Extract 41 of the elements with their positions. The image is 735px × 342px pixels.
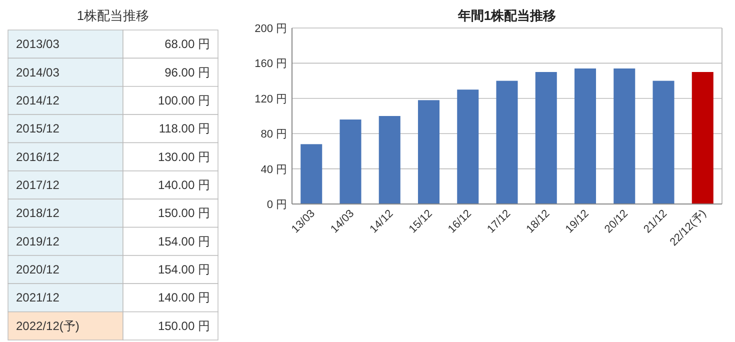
text: 2016/12 xyxy=(16,150,60,164)
bar xyxy=(496,80,518,204)
text: 2021/12 xyxy=(16,290,60,305)
y-tick-label: 0 円 xyxy=(266,199,287,211)
bar xyxy=(692,72,714,204)
text: 2015/12 xyxy=(16,122,60,136)
text: 140.00 円 xyxy=(158,290,210,305)
bar xyxy=(652,80,674,204)
y-tick-label: 200 円 xyxy=(254,23,287,35)
text: 2013/03 xyxy=(16,37,60,52)
bar xyxy=(574,68,596,204)
text: 2019/12 xyxy=(16,234,60,248)
bar xyxy=(457,90,479,204)
text: 130.00 円 xyxy=(158,150,210,164)
bar xyxy=(340,120,362,204)
bar xyxy=(535,72,557,204)
chart-title: 年間1株配当推移 xyxy=(456,8,556,23)
text: 1株配当推移 xyxy=(76,8,150,23)
text: 140.00 円 xyxy=(158,178,210,192)
text: 2022/12(予) xyxy=(16,318,80,333)
y-tick-label: 40 円 xyxy=(260,164,287,176)
text: 2020/12 xyxy=(16,262,60,277)
bar xyxy=(300,144,322,204)
text: 154.00 円 xyxy=(158,262,210,277)
text: 96.00 円 xyxy=(164,65,210,80)
bar xyxy=(378,116,400,204)
text: 100.00 円 xyxy=(158,93,210,108)
text: 150.00 円 xyxy=(158,206,210,220)
y-tick-label: 120 円 xyxy=(254,93,287,106)
y-tick-label: 160 円 xyxy=(254,58,287,70)
bar xyxy=(614,68,636,204)
text: 2017/12 xyxy=(16,178,60,192)
text: 2018/12 xyxy=(16,206,60,220)
text: 2014/03 xyxy=(16,65,60,80)
text: 2014/12 xyxy=(16,93,60,108)
y-tick-label: 80 円 xyxy=(260,128,287,141)
text: 154.00 円 xyxy=(158,234,210,248)
text: 118.00 円 xyxy=(158,122,210,136)
text: 150.00 円 xyxy=(158,318,210,333)
bar xyxy=(418,100,440,204)
text: 68.00 円 xyxy=(164,37,210,52)
